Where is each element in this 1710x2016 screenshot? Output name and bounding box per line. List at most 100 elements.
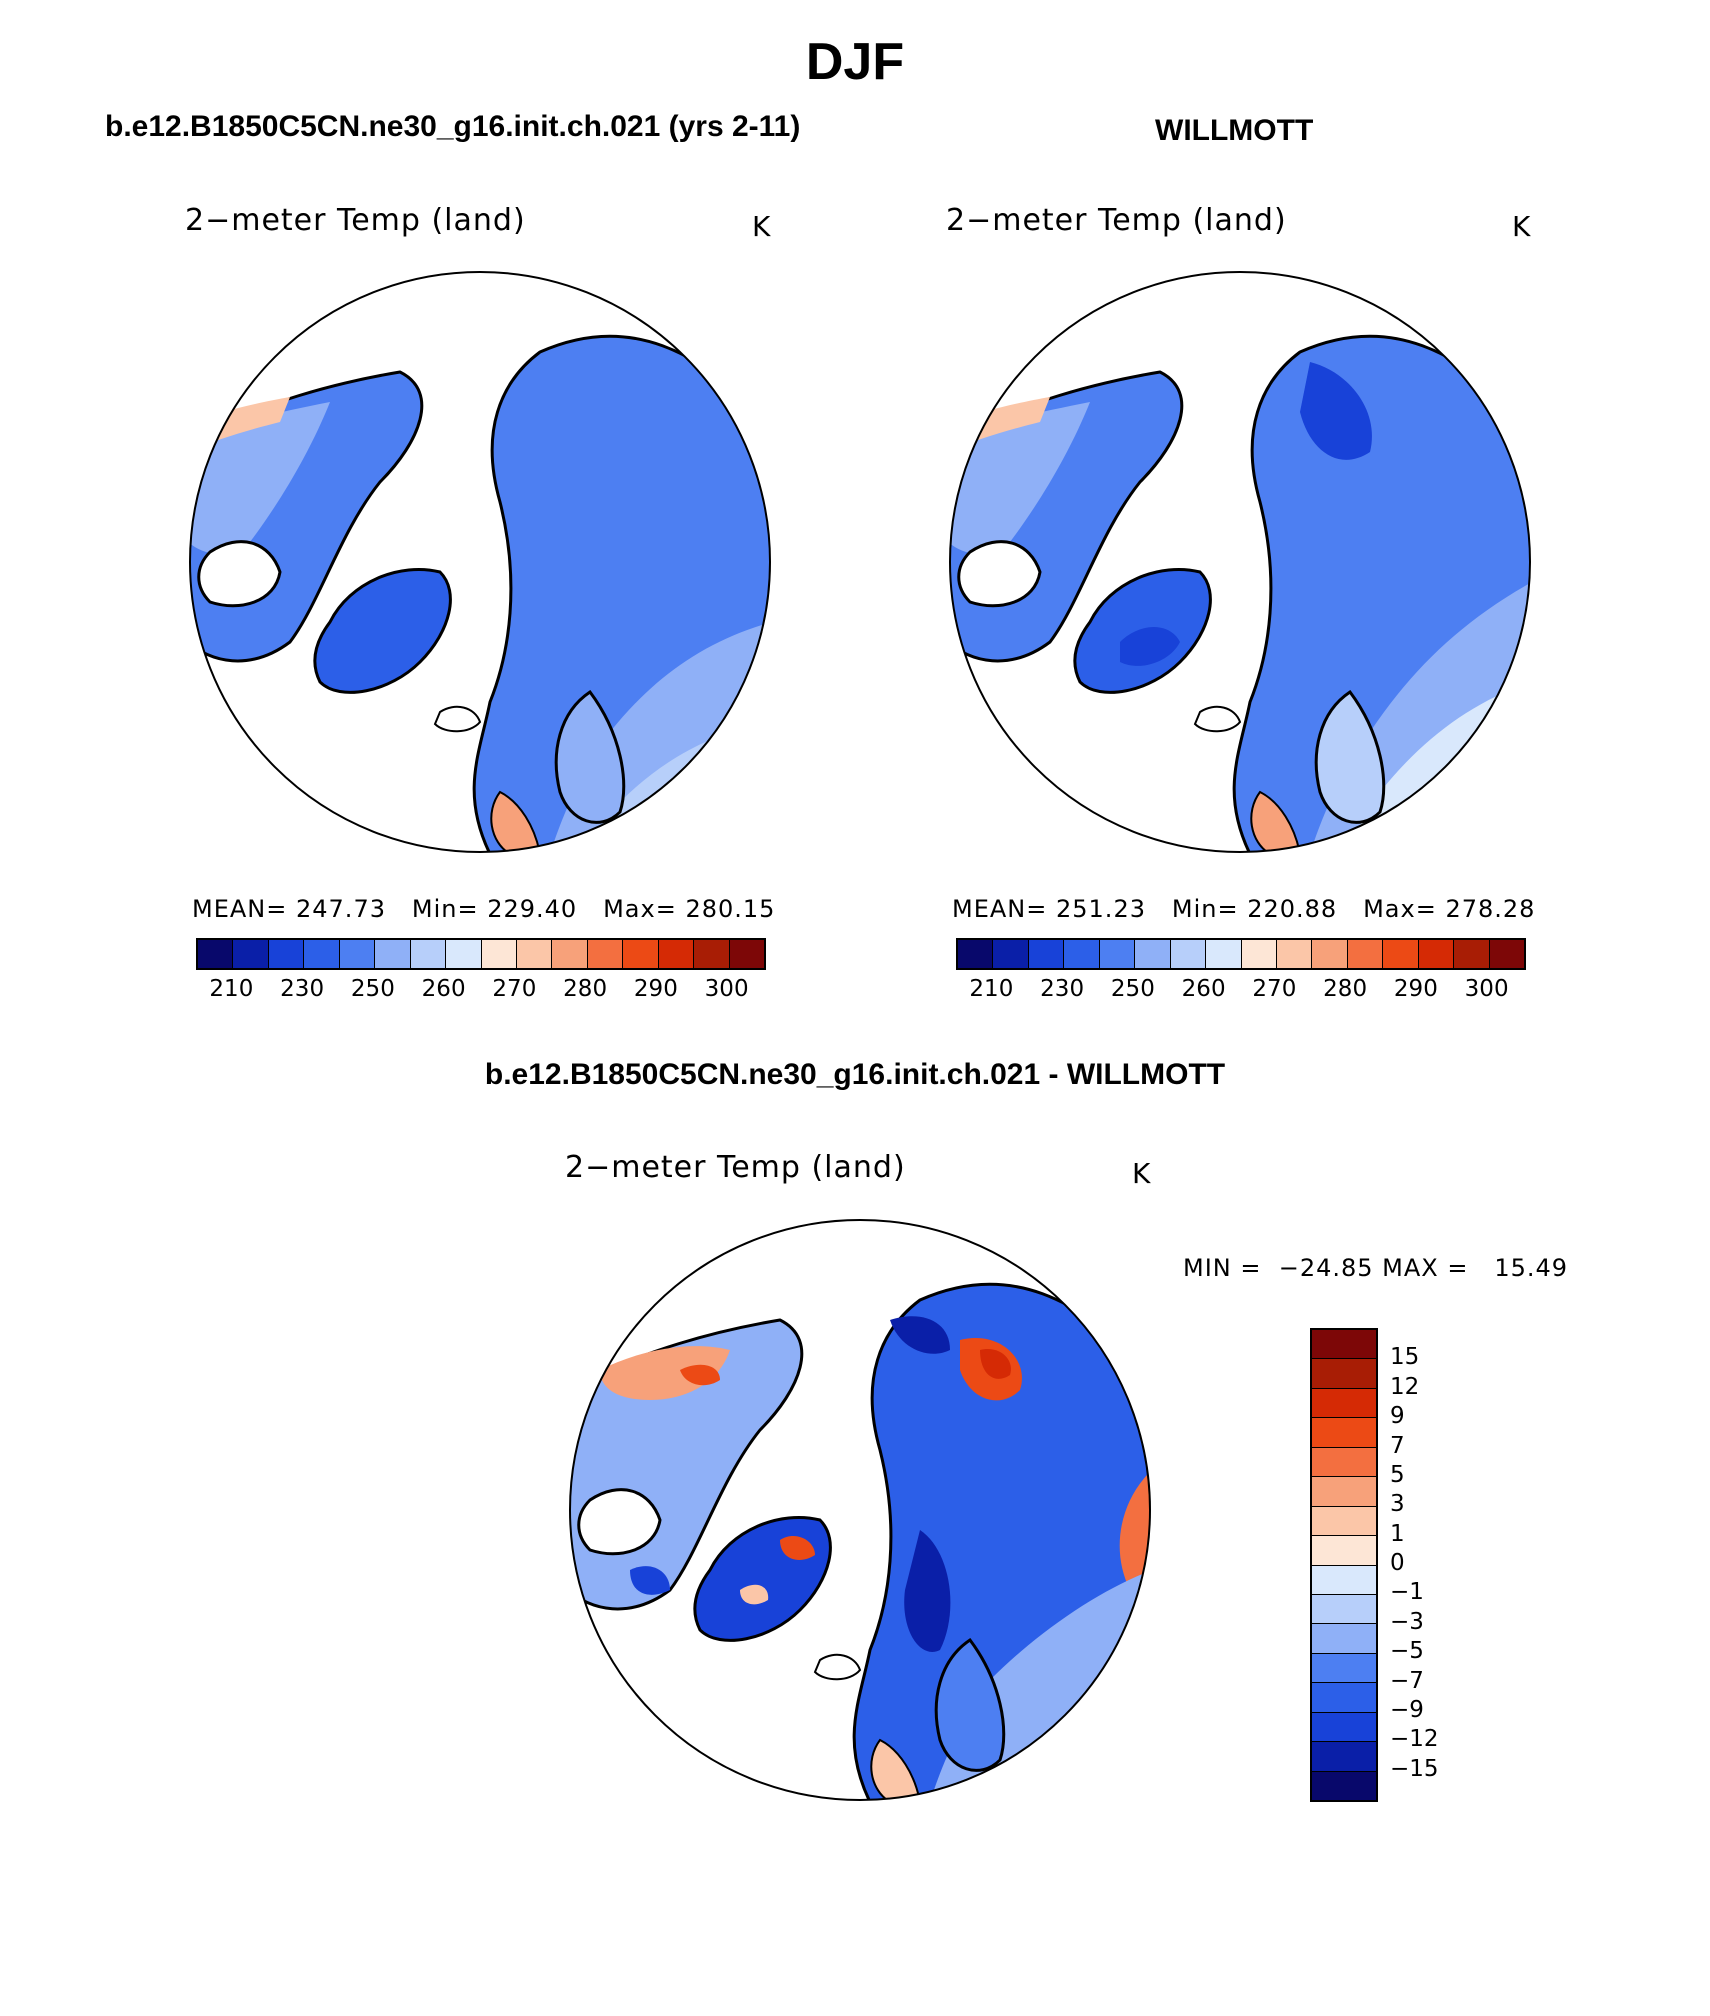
colorbar-swatch (1312, 1624, 1376, 1654)
colorbar-tick-label: 1 (1390, 1520, 1405, 1547)
colorbar-tick-label: 300 (1464, 976, 1509, 1002)
colorbar-swatch (1418, 940, 1455, 968)
colorbar-tick-label: 210 (209, 976, 254, 1002)
colorbar-tick-label: 230 (1040, 976, 1085, 1002)
colorbar-tick-label: 230 (280, 976, 325, 1002)
colorbar-swatch (1135, 940, 1171, 968)
colorbar-swatch (694, 940, 730, 968)
colorbar-tick-label: −1 (1390, 1579, 1424, 1606)
model-colorbar-ticks: 210 230 250 260 270 280 290 300 (196, 976, 762, 1006)
colorbar-swatch (1312, 1594, 1376, 1625)
colorbar-swatch (516, 940, 553, 968)
colorbar-tick-label: −15 (1390, 1755, 1439, 1782)
colorbar-swatch (623, 940, 659, 968)
colorbar-tick-label: −5 (1390, 1638, 1424, 1665)
colorbar-swatch (958, 940, 994, 968)
model-max-value: 280.15 (685, 895, 776, 923)
diff-case-title: b.e12.B1850C5CN.ne30_g16.init.ch.021 - W… (484, 1058, 1226, 1091)
colorbar-tick-label: 290 (633, 976, 678, 1002)
model-min-value: 229.40 (487, 895, 578, 923)
colorbar-tick-label: 270 (492, 976, 537, 1002)
obs-case-title: WILLMOTT (1155, 114, 1314, 147)
colorbar-tick-label: 250 (350, 976, 395, 1002)
model-case-title: b.e12.B1850C5CN.ne30_g16.init.ch.021 (yr… (105, 110, 801, 143)
obs-colorbar-ticks: 210 230 250 260 270 280 290 300 (956, 976, 1522, 1006)
colorbar-swatch (729, 940, 764, 968)
obs-max-label: Max= (1363, 895, 1437, 923)
colorbar-tick-label: 300 (704, 976, 749, 1002)
colorbar-tick-label: 9 (1390, 1403, 1405, 1430)
colorbar-swatch (304, 940, 340, 968)
colorbar-tick-label: −7 (1390, 1667, 1424, 1694)
colorbar-swatch (198, 940, 234, 968)
colorbar-swatch (1312, 1477, 1376, 1507)
model-max-label: Max= (603, 895, 677, 923)
colorbar-swatch (1276, 940, 1313, 968)
colorbar-swatch (1312, 1742, 1376, 1772)
colorbar-tick-label: 280 (1323, 976, 1368, 1002)
colorbar-tick-label: −3 (1390, 1608, 1424, 1635)
colorbar-swatch (1312, 1506, 1376, 1537)
colorbar-swatch (1312, 1565, 1376, 1595)
model-polar-map (189, 271, 771, 853)
obs-mean-label: MEAN= (952, 895, 1048, 923)
colorbar-swatch (1312, 1536, 1376, 1566)
model-stats: MEAN= 247.73 Min= 229.40 Max= 280.15 (192, 895, 775, 923)
colorbar-tick-label: 250 (1110, 976, 1155, 1002)
colorbar-swatch (1170, 940, 1207, 968)
colorbar-tick-label: 0 (1390, 1550, 1405, 1576)
colorbar-swatch (1206, 940, 1242, 968)
colorbar-swatch (1312, 1359, 1376, 1389)
obs-polar-map (949, 271, 1531, 853)
model-plot-title: 2−meter Temp (land) (185, 203, 526, 238)
colorbar-swatch (339, 940, 376, 968)
colorbar-swatch (233, 940, 269, 968)
obs-stats: MEAN= 251.23 Min= 220.88 Max= 278.28 (952, 895, 1535, 923)
colorbar-swatch (1383, 940, 1419, 968)
colorbar-tick-label: 12 (1390, 1373, 1420, 1400)
obs-min-label: Min= (1171, 895, 1239, 923)
obs-max-value: 278.28 (1445, 895, 1536, 923)
model-mean-label: MEAN= (192, 895, 288, 923)
obs-units: K (1512, 210, 1531, 243)
colorbar-swatch (1312, 1712, 1376, 1743)
colorbar-tick-label: 5 (1390, 1461, 1405, 1488)
model-units: K (752, 210, 771, 243)
obs-colorbar (956, 938, 1526, 970)
colorbar-swatch (1099, 940, 1136, 968)
colorbar-swatch (587, 940, 624, 968)
colorbar-swatch (481, 940, 517, 968)
colorbar-swatch (1312, 1330, 1376, 1360)
colorbar-swatch (446, 940, 482, 968)
colorbar-tick-label: 280 (563, 976, 608, 1002)
colorbar-swatch (1312, 1683, 1376, 1713)
colorbar-tick-label: −12 (1390, 1726, 1439, 1753)
model-mean-value: 247.73 (296, 895, 386, 923)
colorbar-tick-label: 290 (1393, 976, 1438, 1002)
colorbar-swatch (1028, 940, 1065, 968)
colorbar-swatch (1312, 1447, 1376, 1478)
colorbar-tick-label: 7 (1390, 1432, 1405, 1459)
colorbar-swatch (1347, 940, 1384, 968)
colorbar-swatch (1312, 1653, 1376, 1684)
colorbar-swatch (1312, 1388, 1376, 1419)
obs-mean-value: 251.23 (1056, 895, 1146, 923)
colorbar-tick-label: 270 (1252, 976, 1297, 1002)
colorbar-swatch (1312, 940, 1348, 968)
colorbar-swatch (993, 940, 1029, 968)
colorbar-swatch (1454, 940, 1490, 968)
colorbar-swatch (552, 940, 588, 968)
diff-colorbar (1310, 1328, 1378, 1802)
colorbar-tick-label: 210 (969, 976, 1014, 1002)
colorbar-swatch (1064, 940, 1100, 968)
colorbar-swatch (1312, 1418, 1376, 1448)
obs-plot-title: 2−meter Temp (land) (946, 203, 1287, 238)
diff-colorbar-ticks: 15 12 9 7 5 3 1 0 −1 −3 −5 −7 −9 −12 −15 (1390, 1328, 1470, 1798)
diff-polar-map (569, 1219, 1151, 1801)
colorbar-swatch (1312, 1771, 1376, 1800)
colorbar-tick-label: 260 (1181, 976, 1226, 1002)
colorbar-swatch (375, 940, 411, 968)
colorbar-tick-label: 3 (1390, 1491, 1405, 1518)
colorbar-swatch (410, 940, 447, 968)
colorbar-swatch (1489, 940, 1524, 968)
